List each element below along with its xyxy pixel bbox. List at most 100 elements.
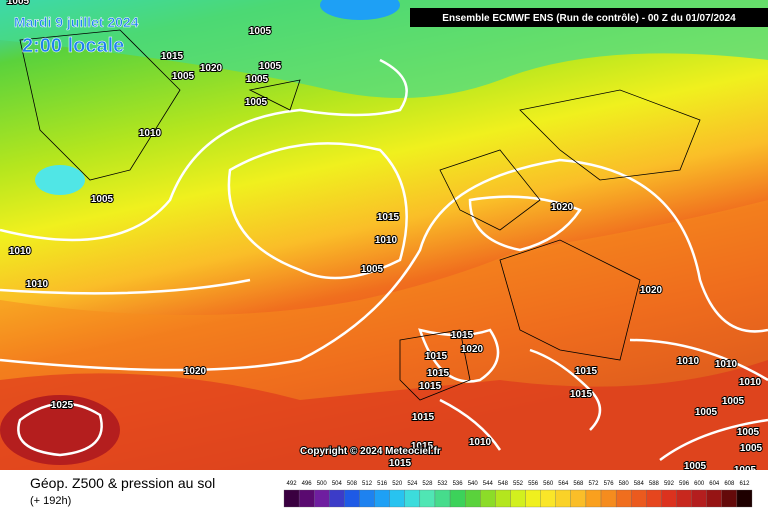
scale-label: 600 — [694, 481, 705, 487]
scale-label: 496 — [302, 481, 313, 487]
scale-label: 592 — [664, 481, 675, 487]
scale-label: 524 — [407, 481, 418, 487]
isobar-label: 1015 — [411, 441, 434, 452]
isobar-label: 1010 — [9, 246, 32, 257]
isobar-label: 1015 — [575, 366, 598, 377]
scale-label: 516 — [377, 481, 388, 487]
scale-label: 508 — [347, 481, 358, 487]
scale-swatch — [389, 489, 405, 508]
scale-swatch — [555, 489, 571, 508]
isobar-label: 1005 — [7, 0, 30, 7]
scale-swatch — [495, 489, 511, 508]
scale-label: 548 — [498, 481, 509, 487]
scale-label: 512 — [362, 481, 373, 487]
scale-label: 536 — [453, 481, 464, 487]
scale-swatch — [298, 489, 315, 508]
isobar-label: 1005 — [259, 61, 282, 72]
scale-label: 552 — [513, 481, 524, 487]
isobar-label: 1010 — [26, 279, 49, 290]
isobar-label: 1010 — [715, 359, 738, 370]
scale-label: 528 — [422, 481, 433, 487]
isobar-label: 1020 — [200, 63, 223, 74]
scale-swatch — [721, 489, 738, 508]
scale-label: 568 — [573, 481, 584, 487]
isobar-label: 1005 — [722, 396, 745, 407]
scale-swatch — [510, 489, 526, 508]
scale-label: 564 — [558, 481, 569, 487]
scale-swatch — [480, 489, 496, 508]
date: Mardi 9 juillet 2024 — [14, 14, 139, 30]
scale-swatch — [374, 489, 390, 508]
isobar-label: 1005 — [172, 71, 195, 82]
scale-swatch — [600, 489, 617, 508]
isobar-label: 1020 — [551, 202, 574, 213]
scale-swatch — [465, 489, 481, 508]
scale-label: 500 — [317, 481, 328, 487]
scale-swatch — [283, 489, 300, 508]
isobar-label: 1015 — [451, 330, 474, 341]
scale-label: 544 — [483, 481, 494, 487]
scale-label: 584 — [634, 481, 645, 487]
header-bar — [410, 8, 768, 27]
isobar-label: 1005 — [249, 26, 272, 37]
isobar-label: 1015 — [425, 351, 448, 362]
scale-label: 604 — [709, 481, 720, 487]
isobar-label: 1005 — [246, 74, 269, 85]
scale-label: 608 — [724, 481, 735, 487]
scale-swatch — [314, 489, 330, 508]
isobars — [0, 58, 768, 462]
scale-label: 492 — [287, 481, 298, 487]
scale-swatch — [570, 489, 587, 508]
isobar-label: 1015 — [389, 458, 412, 469]
isobar-label: 1010 — [375, 235, 398, 246]
scale-swatch — [329, 489, 345, 508]
scale-swatch — [615, 489, 632, 508]
lead-time: (+ 192h) — [30, 495, 71, 507]
isobar-label: 1005 — [245, 97, 268, 108]
isobar-label: 1010 — [739, 377, 762, 388]
scale-swatch — [525, 489, 541, 508]
scale-swatch — [434, 489, 451, 508]
coastlines — [19, 29, 701, 401]
scale-swatch — [344, 489, 360, 508]
field-band — [35, 165, 85, 195]
isobar-label: 1010 — [677, 356, 700, 367]
isobar-label: 1005 — [91, 194, 114, 205]
isobar-label: 1015 — [377, 212, 400, 223]
scale-swatch — [631, 489, 647, 508]
model-run: Ensemble ECMWF ENS (Run de contrôle) - 0… — [442, 13, 736, 24]
scale-swatch — [676, 489, 692, 508]
local-time: 2:00 locale — [22, 35, 124, 57]
isobar-label: 1005 — [737, 427, 760, 438]
scale-swatch — [449, 489, 466, 508]
scale-swatch — [646, 489, 662, 508]
scale-swatch — [585, 489, 602, 508]
isobar-label: 1020 — [184, 366, 207, 377]
scale-label: 580 — [619, 481, 630, 487]
field-band — [320, 0, 400, 20]
scale-swatch — [706, 489, 722, 508]
isobar-label: 1025 — [51, 400, 74, 411]
isobar-label: 1005 — [695, 407, 718, 418]
scale-label: 596 — [679, 481, 690, 487]
scale-swatch — [540, 489, 556, 508]
scale-label: 560 — [543, 481, 554, 487]
isobar-label: 1005 — [684, 461, 707, 472]
scale-swatch — [419, 489, 436, 508]
scale-label: 520 — [392, 481, 403, 487]
isobar-label: 1005 — [361, 264, 384, 275]
scale-label: 532 — [438, 481, 449, 487]
scale-swatch — [359, 489, 375, 508]
scale-label: 612 — [739, 481, 750, 487]
scale-swatch — [404, 489, 421, 508]
isobar-label: 1005 — [740, 443, 763, 454]
isobar-label: 1015 — [427, 368, 450, 379]
scale-swatch — [691, 489, 707, 508]
scale-label: 576 — [604, 481, 615, 487]
field-band — [0, 360, 768, 470]
scale-swatch — [661, 489, 677, 508]
scale-label: 556 — [528, 481, 539, 487]
isobar-label: 1015 — [570, 389, 593, 400]
scale-label: 588 — [649, 481, 660, 487]
